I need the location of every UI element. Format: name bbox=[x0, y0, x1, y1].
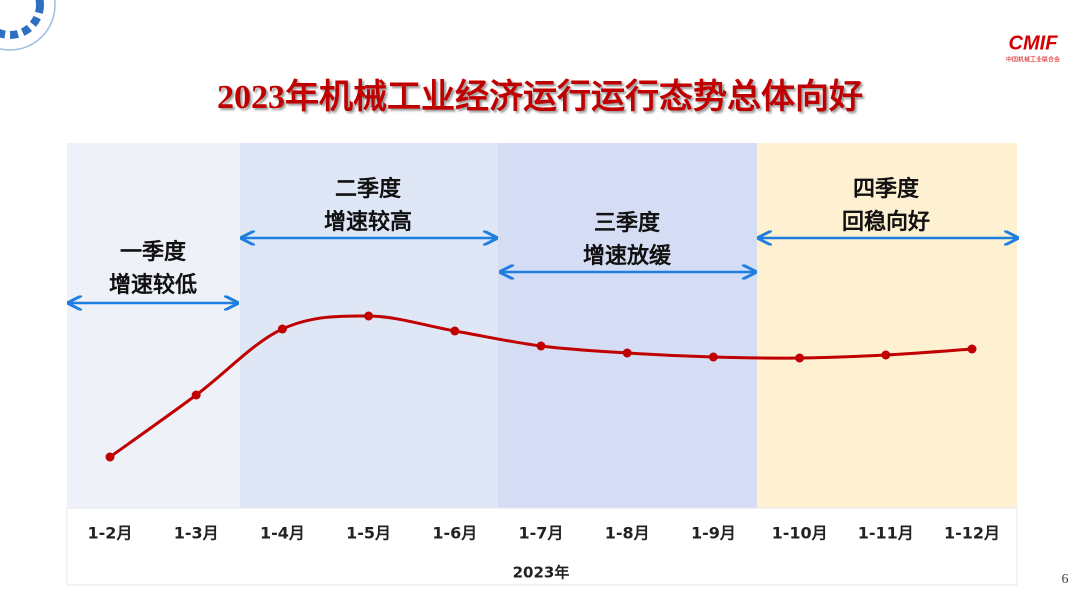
data-point bbox=[708, 352, 718, 362]
x-tick-label: 1-8月 bbox=[605, 524, 650, 543]
data-point bbox=[364, 311, 374, 321]
x-tick-label: 1-5月 bbox=[346, 524, 391, 543]
quarter-annotation: 增速放缓 bbox=[583, 243, 672, 269]
x-tick-label: 1-4月 bbox=[260, 524, 305, 543]
quarter-annotation: 二季度 bbox=[335, 176, 402, 202]
ring-decoration bbox=[0, 0, 56, 51]
x-tick-label: 1-9月 bbox=[691, 524, 736, 543]
quarter-annotation: 增速较低 bbox=[109, 272, 197, 298]
data-point bbox=[277, 324, 287, 334]
data-point bbox=[967, 344, 977, 354]
q3-band bbox=[498, 143, 757, 508]
x-tick-label: 1-12月 bbox=[944, 524, 1000, 543]
data-point bbox=[191, 390, 201, 400]
quarter-annotation: 一季度 bbox=[120, 239, 187, 265]
page-number: 6 bbox=[1062, 572, 1069, 587]
data-point bbox=[795, 353, 805, 363]
quarter-annotation: 三季度 bbox=[594, 210, 661, 236]
q4-band bbox=[757, 143, 1017, 508]
x-axis-label: 2023年 bbox=[513, 564, 570, 582]
logo: CMIF bbox=[1009, 32, 1059, 54]
quarter-annotation: 增速较高 bbox=[324, 209, 412, 235]
data-point bbox=[622, 348, 632, 358]
quarter-annotation: 回稳向好 bbox=[842, 209, 930, 235]
data-point bbox=[450, 326, 460, 336]
x-tick-label: 1-10月 bbox=[772, 524, 828, 543]
x-tick-label: 1-6月 bbox=[432, 524, 477, 543]
slide-title: 2023年机械工业经济运行运行态势总体向好 bbox=[217, 78, 863, 116]
data-point bbox=[536, 341, 546, 351]
gear-decoration bbox=[0, 0, 44, 39]
org-name: 中国机械工业联合会 bbox=[1006, 56, 1060, 64]
x-tick-label: 1-3月 bbox=[174, 524, 219, 543]
x-tick-label: 1-2月 bbox=[88, 524, 133, 543]
axis-area bbox=[66, 507, 1018, 586]
quarter-annotation: 四季度 bbox=[853, 176, 920, 202]
x-tick-label: 1-11月 bbox=[858, 524, 914, 543]
data-point bbox=[881, 350, 891, 360]
x-tick-label: 1-7月 bbox=[519, 524, 564, 543]
q1-band bbox=[67, 143, 240, 508]
data-point bbox=[105, 452, 115, 462]
